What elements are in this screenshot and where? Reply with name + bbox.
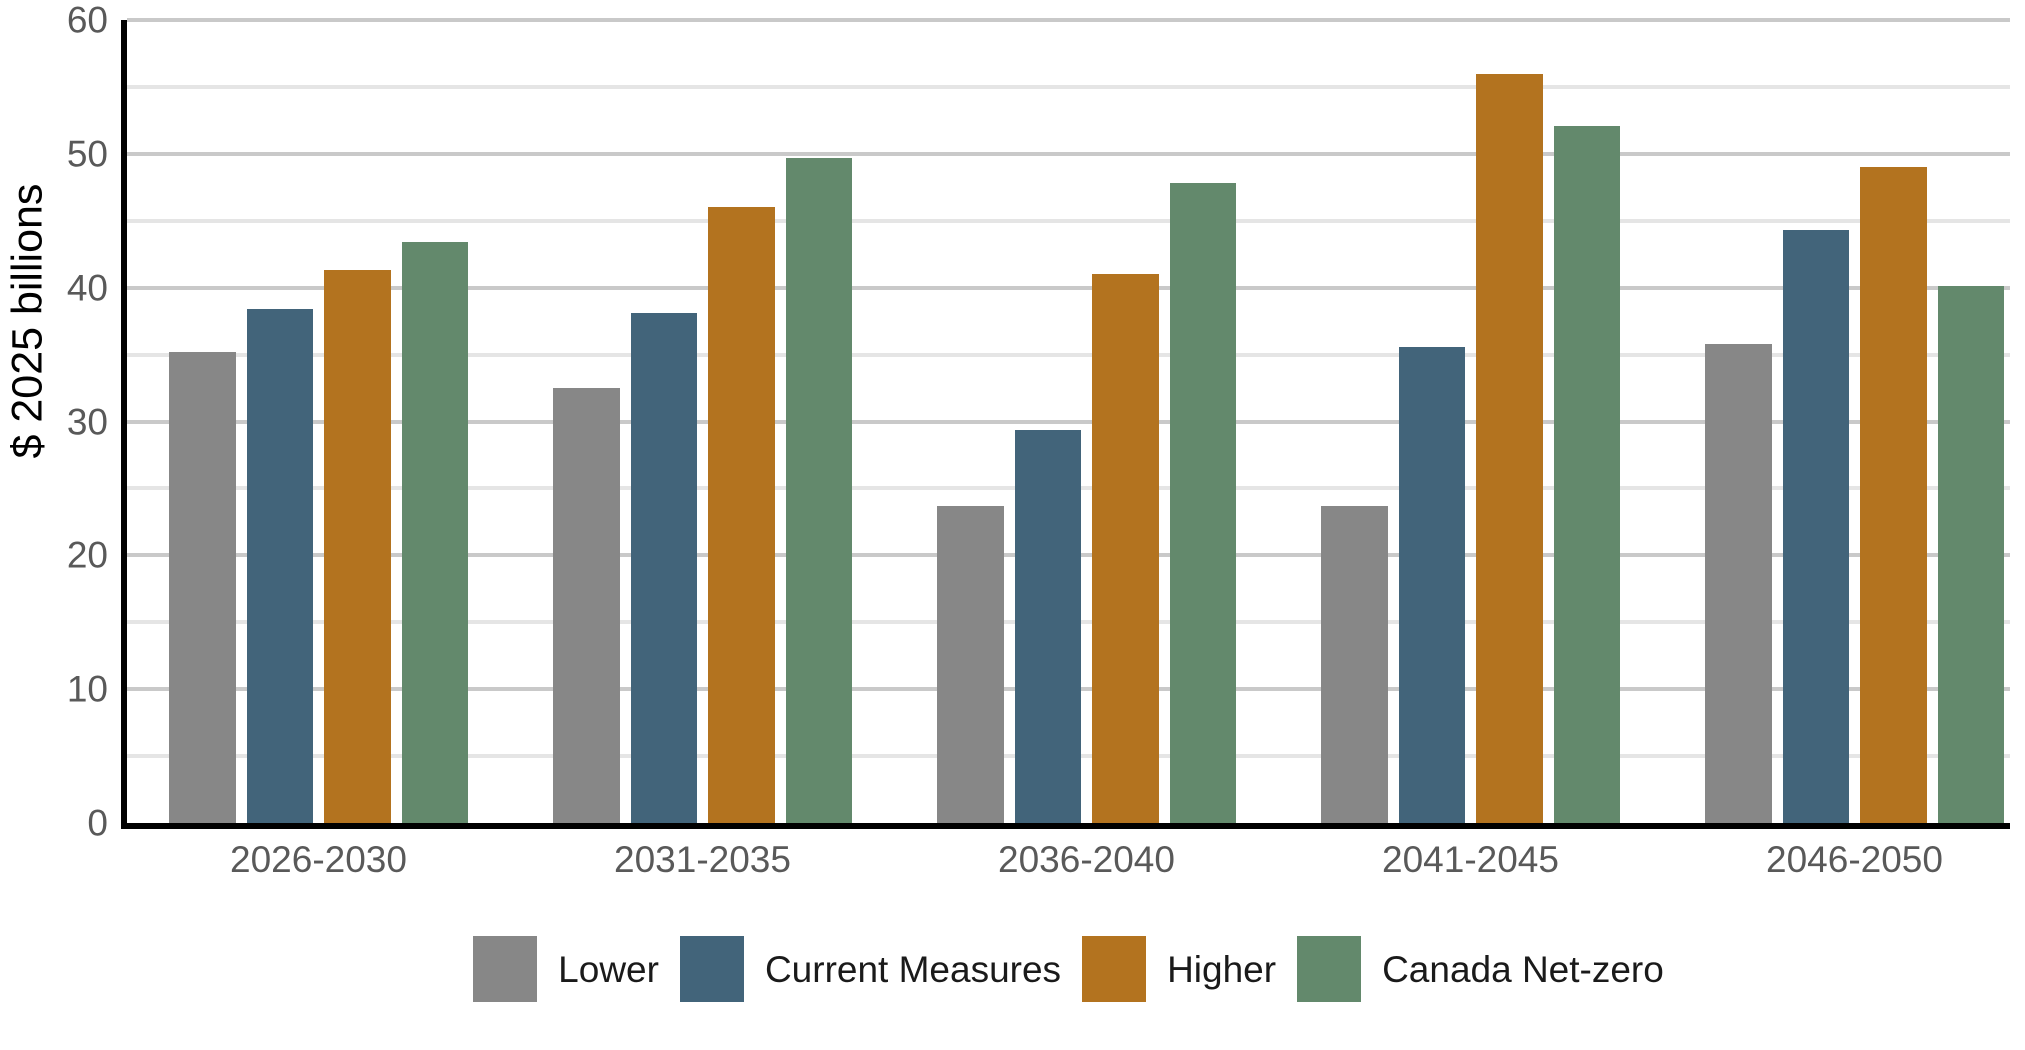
bar-current-measures-2031-2035 xyxy=(630,313,697,823)
bar-group-2041-2045 xyxy=(1321,20,1620,823)
gridline-40 xyxy=(127,285,2010,290)
legend-swatch-icon xyxy=(1297,936,1362,1002)
legend-label: Current Measures xyxy=(764,948,1062,990)
legend-swatch-icon xyxy=(473,936,538,1002)
legend-label: Lower xyxy=(558,948,659,990)
plot-grid-and-bars xyxy=(127,18,2010,823)
bar-canada-net-zero-2046-2050 xyxy=(1937,286,2004,823)
legend-label: Higher xyxy=(1167,948,1277,990)
bar-higher-2041-2045 xyxy=(1476,73,1543,823)
bar-group-2036-2040 xyxy=(937,20,1236,823)
ytick-label-0: 0 xyxy=(87,802,108,844)
bar-current-measures-2046-2050 xyxy=(1782,230,1849,823)
ytick-label-40: 40 xyxy=(66,267,108,309)
legend-item-higher: Higher xyxy=(1082,936,1276,1002)
legend-item-lower: Lower xyxy=(473,936,659,1002)
bar-lower-2036-2040 xyxy=(937,505,1004,823)
bar-canada-net-zero-2031-2035 xyxy=(785,157,852,823)
bar-group-2026-2030 xyxy=(169,20,468,823)
ytick-label-10: 10 xyxy=(66,668,108,710)
gridline-50 xyxy=(127,151,2010,156)
legend-item-canada-net-zero: Canada Net-zero xyxy=(1297,936,1664,1002)
chart-legend: Lower Current Measures Higher Canada Net-ze… xyxy=(127,936,2010,1002)
bar-lower-2041-2045 xyxy=(1321,505,1388,823)
bar-lower-2046-2050 xyxy=(1705,343,1772,823)
legend-swatch-icon xyxy=(679,936,744,1002)
gridline-60 xyxy=(127,18,2010,22)
bar-higher-2046-2050 xyxy=(1860,167,1927,823)
ytick-label-30: 30 xyxy=(66,401,108,442)
gridline-45 xyxy=(127,218,2010,223)
xtick-label-2046-2050: 2046-2050 xyxy=(1766,839,1943,880)
gridline-35 xyxy=(127,352,2010,357)
bar-canada-net-zero-2036-2040 xyxy=(1169,183,1236,823)
bar-current-measures-2041-2045 xyxy=(1398,346,1465,823)
bar-higher-2026-2030 xyxy=(324,270,391,823)
bar-current-measures-2026-2030 xyxy=(246,309,313,823)
bar-group-2046-2050 xyxy=(1705,20,2004,823)
bar-lower-2026-2030 xyxy=(169,351,236,823)
bar-current-measures-2036-2040 xyxy=(1014,429,1081,823)
bar-canada-net-zero-2041-2045 xyxy=(1553,125,1620,823)
gridline-55 xyxy=(127,84,2010,89)
plot-area xyxy=(121,18,2010,829)
bar-higher-2031-2035 xyxy=(708,207,775,823)
xtick-label-2031-2035: 2031-2035 xyxy=(614,839,791,880)
xtick-label-2041-2045: 2041-2045 xyxy=(1382,839,1559,880)
xtick-label-2036-2040: 2036-2040 xyxy=(998,839,1175,880)
ytick-label-50: 50 xyxy=(66,133,108,175)
bar-group-2031-2035 xyxy=(553,20,852,823)
legend-swatch-icon xyxy=(1082,936,1147,1002)
ytick-label-20: 20 xyxy=(66,534,108,576)
gridline-30 xyxy=(127,419,2010,424)
xtick-label-2026-2030: 2026-2030 xyxy=(230,839,407,880)
bar-higher-2036-2040 xyxy=(1092,274,1159,823)
bar-canada-net-zero-2026-2030 xyxy=(401,242,468,823)
ytick-label-60: 60 xyxy=(66,0,108,41)
bar-lower-2031-2035 xyxy=(553,388,620,823)
legend-label: Canada Net-zero xyxy=(1382,948,1664,990)
legend-item-current-measures: Current Measures xyxy=(679,936,1062,1002)
